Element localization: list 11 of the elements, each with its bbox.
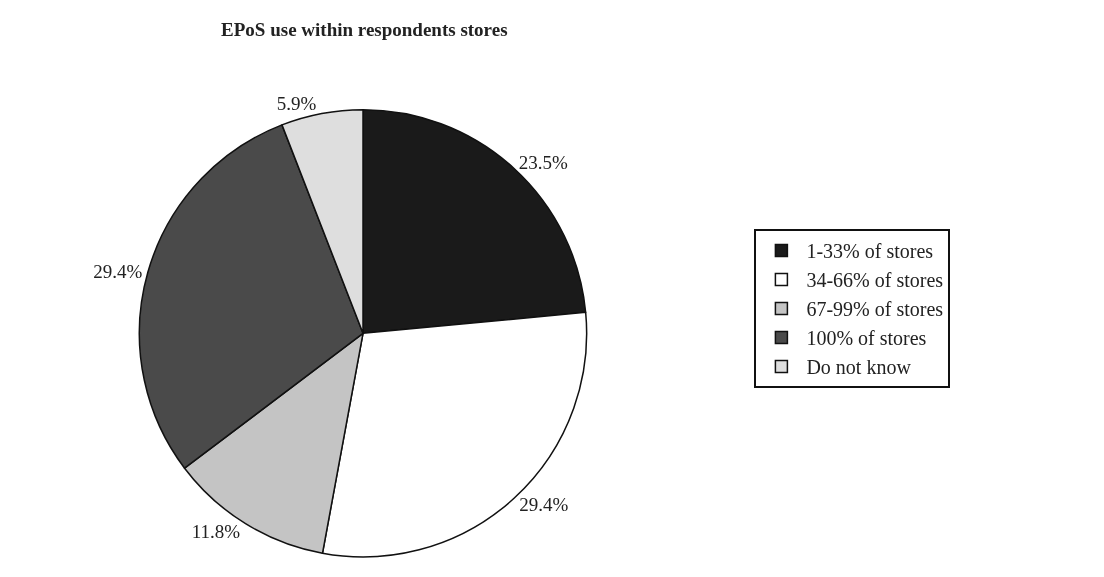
- data-label: 29.4%: [93, 261, 143, 283]
- legend-label: 67-99% of stores: [806, 298, 944, 321]
- legend-label: Do not know: [806, 356, 912, 379]
- data-label: 29.4%: [519, 493, 569, 515]
- legend-label: 100% of stores: [806, 327, 927, 350]
- chart-title: EPoS use within respondents stores: [221, 19, 508, 41]
- legend-label: 34-66% of stores: [806, 269, 944, 292]
- data-label: 5.9%: [276, 92, 317, 114]
- data-label: 23.5%: [518, 151, 569, 173]
- legend-label: 1-33% of stores: [806, 240, 934, 263]
- data-label: 11.8%: [191, 520, 241, 542]
